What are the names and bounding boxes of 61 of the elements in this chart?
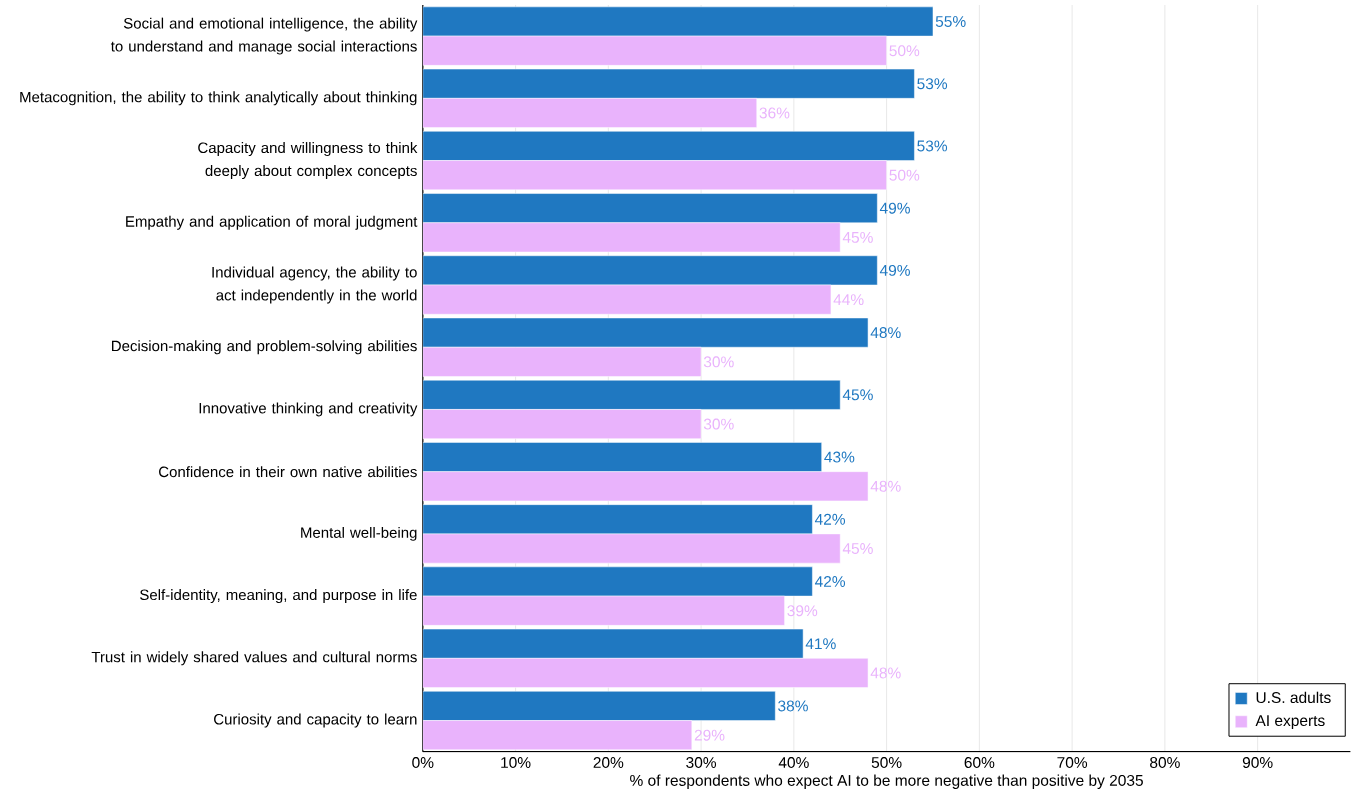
y-tick-label: Innovative thinking and creativity bbox=[199, 402, 418, 417]
y-tick-label: Capacity and willingness to think deeply about complex concepts bbox=[198, 142, 418, 180]
data-label: 55% bbox=[935, 16, 966, 28]
data-label: 53% bbox=[917, 140, 948, 152]
data-label: 36% bbox=[759, 107, 790, 119]
data-label: 45% bbox=[842, 543, 873, 555]
x-tick-label: 80% bbox=[1150, 757, 1180, 769]
bar bbox=[422, 566, 813, 597]
bar bbox=[422, 629, 804, 659]
data-label: 29% bbox=[694, 729, 725, 741]
y-tick-label: Curiosity and capacity to learn bbox=[214, 713, 417, 728]
data-label: 49% bbox=[879, 265, 910, 277]
bar bbox=[422, 131, 915, 161]
x-tick-label: 50% bbox=[871, 757, 902, 769]
data-label: 43% bbox=[824, 451, 855, 463]
data-label: 50% bbox=[889, 169, 920, 181]
data-label: 30% bbox=[703, 356, 734, 368]
bar bbox=[422, 6, 934, 37]
data-label: 53% bbox=[917, 78, 948, 90]
data-label: 42% bbox=[814, 514, 846, 525]
y-tick-label: Individual agency, the ability to act independently in the world bbox=[212, 266, 417, 304]
y-tick-label: Trust in widely shared values and cultural norms bbox=[91, 651, 417, 666]
data-label: 48% bbox=[870, 327, 901, 339]
data-label: 42% bbox=[814, 576, 846, 588]
bar bbox=[422, 317, 869, 348]
x-axis-title: % of respondents who expect AI to be more negative than positive by 2035 bbox=[630, 774, 1143, 790]
x-tick-label: 10% bbox=[501, 757, 531, 769]
bar bbox=[422, 504, 813, 535]
y-tick-label: Self-identity, meaning, and purpose in life bbox=[140, 589, 417, 604]
y-tick-label: Metacognition, the ability to think analytically about thinking bbox=[20, 91, 417, 106]
data-label: 45% bbox=[842, 389, 873, 401]
data-label: 50% bbox=[889, 45, 920, 57]
data-label: 30% bbox=[703, 418, 734, 430]
bar bbox=[422, 380, 841, 410]
bar bbox=[422, 255, 878, 286]
data-label: 45% bbox=[842, 232, 873, 244]
x-tick-label: 30% bbox=[686, 757, 717, 769]
data-label: 48% bbox=[870, 667, 901, 679]
data-label: 38% bbox=[778, 700, 808, 712]
data-label: 49% bbox=[879, 202, 910, 214]
bar bbox=[422, 69, 915, 99]
x-tick-label: 90% bbox=[1242, 757, 1273, 769]
x-tick-label: 60% bbox=[964, 757, 995, 769]
y-tick-label: Empathy and application of moral judgment bbox=[126, 215, 418, 230]
x-tick-label: 20% bbox=[593, 757, 624, 769]
data-label: 39% bbox=[787, 605, 818, 617]
y-tick-label: Mental well-being bbox=[301, 527, 417, 542]
x-tick-label: 0% bbox=[412, 757, 434, 769]
legend-label: U.S. adults bbox=[1256, 691, 1331, 704]
legend-label: AI experts bbox=[1255, 715, 1325, 730]
y-tick-label: Decision-making and problem-solving abilities bbox=[112, 340, 417, 355]
data-label: 44% bbox=[833, 294, 864, 306]
x-tick-label: 40% bbox=[778, 757, 809, 769]
data-label: 48% bbox=[870, 480, 901, 492]
y-tick-label: Social and emotional intelligence, the ability to understand and manage social interactions bbox=[110, 17, 418, 55]
x-tick-label: 70% bbox=[1057, 757, 1088, 769]
data-label: 41% bbox=[805, 638, 836, 650]
y-tick-label: Confidence in their own native abilities bbox=[159, 466, 417, 478]
bar bbox=[422, 691, 776, 721]
bar bbox=[422, 193, 878, 224]
bar bbox=[422, 442, 822, 473]
